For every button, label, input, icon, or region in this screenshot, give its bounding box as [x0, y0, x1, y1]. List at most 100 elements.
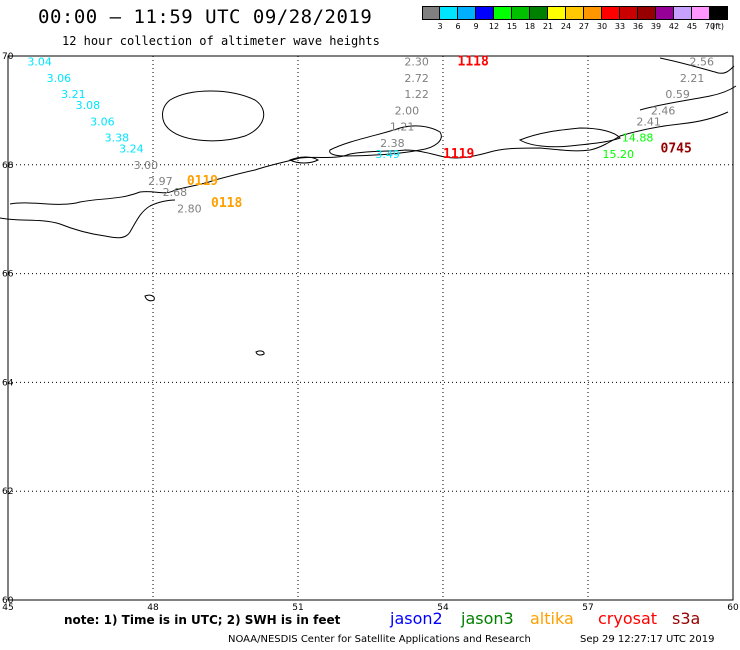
color-scale-swatch	[548, 6, 566, 20]
wave-height-value: 2.97	[148, 175, 173, 188]
wave-height-value: 1.22	[404, 88, 429, 101]
color-scale-label: 70	[704, 22, 716, 31]
map-title: 00:00 – 11:59 UTC 09/28/2019	[38, 6, 373, 28]
wave-height-value: 3.08	[76, 99, 101, 112]
generated-timestamp: Sep 29 12:27:17 UTC 2019	[580, 634, 715, 645]
color-scale-swatch	[710, 6, 728, 20]
color-scale-label: 27	[578, 22, 590, 31]
wave-height-value: 2.56	[690, 55, 715, 68]
color-scale-label: 15	[506, 22, 518, 31]
color-scale-swatch	[692, 6, 710, 20]
color-scale-swatch	[494, 6, 512, 20]
legend-entry-altika: altika	[530, 609, 574, 628]
latitude-tick-label: 68	[2, 161, 14, 171]
wave-height-value: 15.20	[603, 148, 635, 161]
legend-entry-s3a: s3a	[672, 609, 701, 628]
latitude-labels: 70 68 66 64 62 60	[2, 52, 14, 606]
color-scale-label: 9	[473, 22, 479, 31]
wave-height-value: 2.38	[380, 137, 405, 150]
wave-height-value: 3.21	[61, 88, 86, 101]
longitude-tick-label: 51	[292, 603, 303, 613]
color-scale-swatch	[584, 6, 602, 20]
coastline-islet-3	[288, 156, 319, 164]
coastline-islet-2	[255, 350, 265, 356]
latitude-tick-label: 64	[2, 378, 14, 388]
color-scale-swatch	[458, 6, 476, 20]
wave-height-value: 14.88	[622, 132, 654, 145]
longitude-tick-label: 57	[582, 603, 593, 613]
observations: 3.04 3.06 3.213.08 3.06 3.383.24 3.00 2.972.68…	[27, 55, 714, 215]
latitude-tick-label: 70	[2, 52, 14, 62]
wave-height-value: 2.72	[404, 72, 429, 85]
pass-time-label: 0119	[187, 174, 218, 189]
color-scale-swatch	[566, 6, 584, 20]
color-scale-label: 21	[542, 22, 554, 31]
coastline-island-vaygach	[329, 125, 442, 157]
longitude-tick-label: 54	[437, 603, 449, 613]
color-scale-swatch	[638, 6, 656, 20]
legend-entry-jason2: jason2	[390, 609, 443, 628]
map-grid	[7, 55, 734, 601]
credit-text: NOAA/NESDIS Center for Satellite Applica…	[228, 634, 531, 645]
wave-height-value: 2.80	[177, 202, 202, 215]
wave-height-value: 3.24	[119, 142, 143, 155]
latitude-tick-label: 62	[2, 487, 13, 497]
wave-height-value: 3.00	[134, 159, 159, 172]
color-scale-swatch	[602, 6, 620, 20]
color-scale-unit: (ft)	[712, 22, 725, 31]
color-scale-label: 39	[650, 22, 662, 31]
color-scale-label: 30	[596, 22, 608, 31]
color-scale-label: 36	[632, 22, 644, 31]
legend-entry-jason3: jason3	[461, 609, 514, 628]
color-scale-label: 33	[614, 22, 626, 31]
color-scale	[422, 6, 728, 20]
wave-height-value: 3.38	[105, 132, 129, 145]
color-scale-label: 6	[455, 22, 461, 31]
color-scale-label: 42	[668, 22, 680, 31]
color-scale-swatch	[530, 6, 548, 20]
color-scale-label: 24	[560, 22, 572, 31]
pass-time-label: 1119	[443, 147, 474, 162]
color-scale-label: 3	[437, 22, 443, 31]
coastline-islet-1	[144, 294, 155, 302]
wave-height-value: 0.59	[665, 88, 690, 101]
coastline-island-northeast	[659, 57, 735, 74]
color-scale-swatch	[440, 6, 458, 20]
longitude-tick-label: 60	[727, 603, 739, 613]
footnote: note: 1) Time is in UTC; 2) SWH is in fe…	[64, 613, 341, 627]
wave-height-value: 2.46	[651, 104, 676, 117]
pass-times: 0119 0118 1118 1119 0745	[187, 54, 692, 210]
wave-height-value: 2.68	[163, 186, 188, 199]
wave-height-value: 3.04	[27, 55, 52, 68]
coastline-island-east	[518, 127, 621, 148]
latitude-tick-label: 60	[2, 596, 14, 606]
wave-height-value: 2.30	[404, 55, 429, 68]
map-frame	[7, 55, 734, 601]
coastline-mainland	[9, 111, 729, 205]
map-subtitle: 12 hour collection of altimeter wave hei…	[62, 34, 380, 48]
color-scale-swatch	[674, 6, 692, 20]
color-scale-label: 12	[488, 22, 500, 31]
longitude-labels: 45 48 51 54 57 60	[2, 603, 739, 613]
wave-height-value: 2.00	[395, 104, 420, 117]
color-scale-labels: 3 6 9 12 15 18 21 24 27 30 33 36 39 42 45 70	[422, 22, 719, 31]
coastline-island-kolguev	[162, 90, 265, 142]
pass-time-label: 0118	[211, 196, 242, 211]
wave-height-value: 3.06	[90, 115, 115, 128]
wave-height-value: 3.06	[47, 72, 72, 85]
legend-entry-cryosat: cryosat	[598, 609, 658, 628]
longitude-tick-label: 48	[147, 603, 159, 613]
pass-time-label: 1118	[458, 54, 489, 69]
wave-height-value: 2.21	[680, 72, 705, 85]
coastline-lower-peninsula	[0, 199, 176, 239]
coastline	[0, 57, 737, 356]
wave-height-value: 2.41	[636, 115, 661, 128]
wave-height-value: 3.49	[375, 148, 400, 161]
color-scale-swatch	[512, 6, 530, 20]
color-scale-swatch	[620, 6, 638, 20]
longitude-tick-label: 45	[2, 603, 13, 613]
color-scale-label: 18	[524, 22, 536, 31]
latitude-tick-label: 66	[2, 270, 14, 280]
color-scale-swatch	[656, 6, 674, 20]
